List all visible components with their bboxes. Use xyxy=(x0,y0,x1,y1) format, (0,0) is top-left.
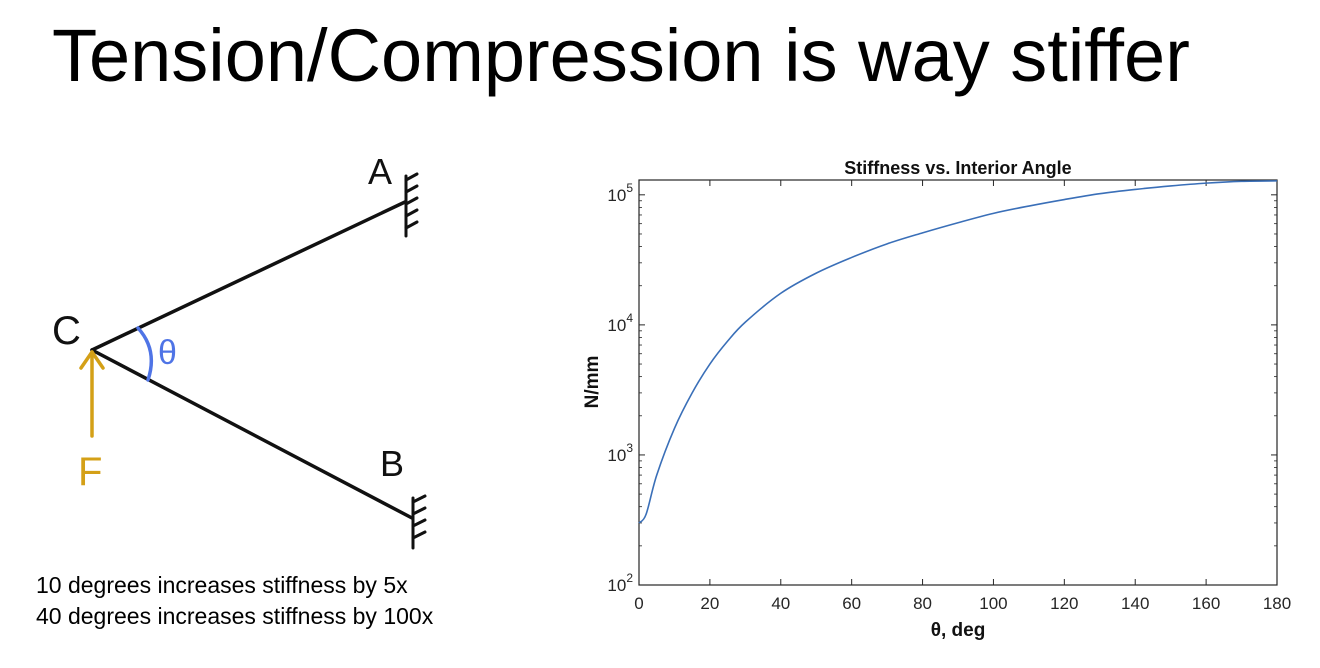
label-force: F xyxy=(78,450,102,494)
y-tick-label: 104 xyxy=(607,311,633,335)
y-axis-label: N/mm xyxy=(582,356,603,409)
stiffness-chart: Stiffness vs. Interior Angle 0 20 40 60 80 10… xyxy=(582,158,1291,641)
x-tick-label: 120 xyxy=(1050,594,1078,613)
member-cb xyxy=(90,348,414,520)
angle-arc xyxy=(136,326,154,382)
x-tick-label: 60 xyxy=(842,594,861,613)
label-a: A xyxy=(368,151,392,192)
label-c: C xyxy=(52,309,81,353)
x-tick-label: 140 xyxy=(1121,594,1149,613)
caption-line-1: 10 degrees increases stiffness by 5x xyxy=(36,572,408,598)
force-arrow xyxy=(79,350,105,438)
x-tick-label: 80 xyxy=(913,594,932,613)
x-tick-label: 0 xyxy=(634,594,643,613)
series-line xyxy=(638,180,1278,524)
x-axis-label: θ, deg xyxy=(931,620,986,641)
chart-title: Stiffness vs. Interior Angle xyxy=(844,158,1071,178)
label-angle: θ xyxy=(158,334,177,372)
plot-area xyxy=(638,179,1278,586)
y-tick-label: 103 xyxy=(607,441,633,465)
member-ca xyxy=(90,200,407,352)
y-tick-label: 105 xyxy=(607,181,633,205)
support-b-hatch xyxy=(411,494,427,550)
truss-diagram: A B C F θ xyxy=(52,151,427,550)
slide-title: Tension/Compression is way stiffer xyxy=(52,14,1190,97)
label-b: B xyxy=(380,443,404,484)
x-tick-label: 20 xyxy=(700,594,719,613)
x-tick-label: 160 xyxy=(1192,594,1220,613)
caption: 10 degrees increases stiffness by 5x 40 … xyxy=(36,570,433,632)
support-a-hatch xyxy=(404,172,419,238)
x-tick-label: 40 xyxy=(771,594,790,613)
caption-line-2: 40 degrees increases stiffness by 100x xyxy=(36,603,434,629)
y-tick-label: 102 xyxy=(607,571,633,595)
x-tick-label: 100 xyxy=(979,594,1007,613)
x-tick-label: 180 xyxy=(1263,594,1291,613)
